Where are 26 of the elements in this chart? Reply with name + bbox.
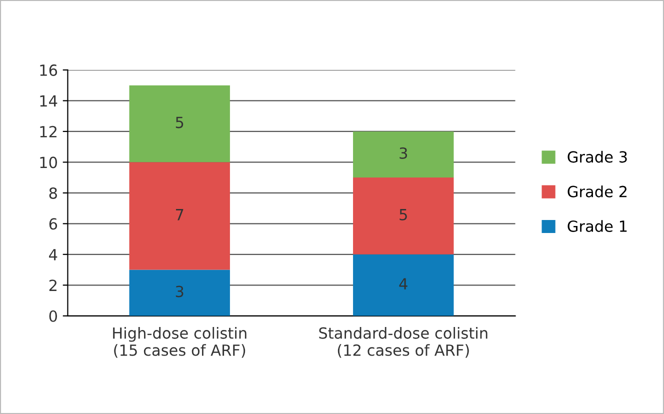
legend-label: Grade 1 [568,220,627,232]
bar [129,162,230,270]
y-tick-label: 6 [49,218,58,230]
y-tick-label: 2 [49,280,56,291]
bar [353,178,454,254]
data-label: 7 [176,209,184,220]
data-label: 5 [176,116,184,128]
legend-label: Grade 3 [568,150,627,163]
bar [353,254,454,316]
bar [129,85,230,162]
y-tick-label: 0 [49,310,57,322]
y-tick-label: 4 [49,249,58,260]
bar [129,270,230,316]
data-label: 3 [176,286,184,298]
legend-label: Grade 2 [568,186,627,198]
y-tick-label: 10 [40,156,57,168]
data-label: 4 [399,278,408,290]
y-tick-label: 12 [40,126,56,138]
data-label: 3 [400,147,408,159]
x-tick-label: High-dose colistin (15 cases of ARF) [113,326,246,358]
bar [353,131,454,178]
data-label: 5 [400,209,407,220]
y-tick-label: 14 [40,95,58,107]
y-tick-label: 16 [40,64,58,76]
y-tick-label: 8 [49,187,57,199]
x-tick-label: Standard-dose colistin (12 cases of ARF) [319,326,488,358]
